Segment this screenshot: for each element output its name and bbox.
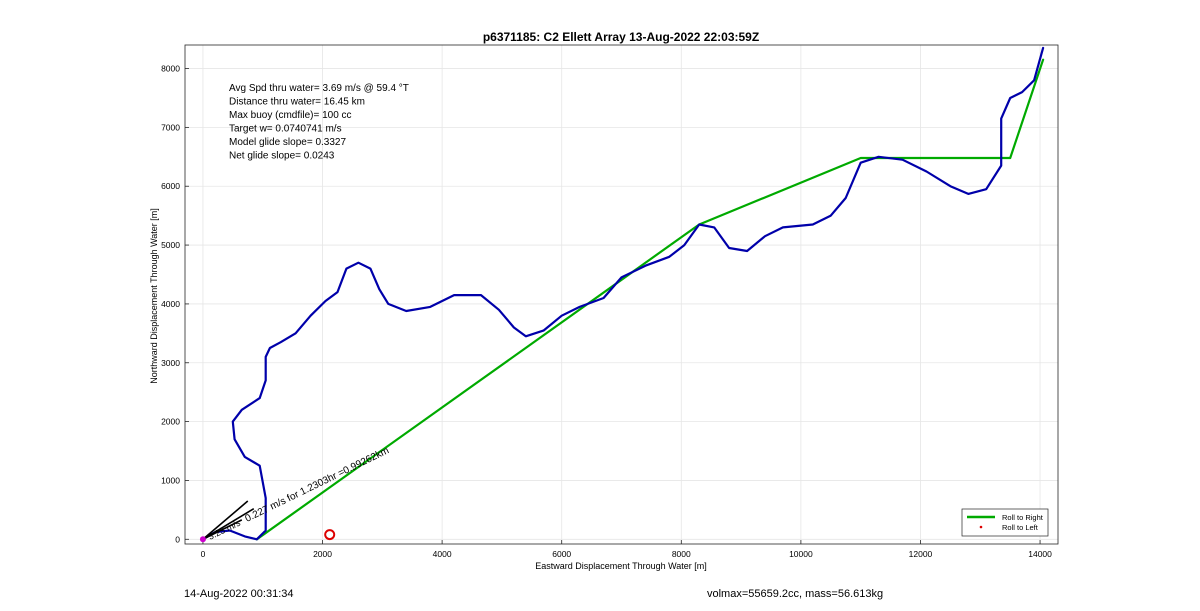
footer-timestamp: 14-Aug-2022 00:31:34 [184, 588, 294, 600]
x-tick-label: 12000 [909, 549, 933, 559]
legend: Roll to Right Roll to Left [961, 508, 1049, 537]
annotation-line: Avg Spd thru water= 3.69 m/s @ 59.4 °T [229, 83, 409, 94]
marker-end [324, 529, 336, 541]
series-line-green [255, 58, 1045, 541]
x-tick-label: 14000 [1028, 549, 1052, 559]
x-tick-label: 6000 [552, 549, 571, 559]
y-tick-label: 3000 [161, 358, 180, 368]
annotation-line: Net glide slope= 0.0243 [229, 151, 335, 162]
marker-start [199, 536, 206, 543]
y-tick-label: 1000 [161, 475, 180, 485]
y-tick-label: 5000 [161, 240, 180, 250]
series-group [201, 46, 1045, 541]
markers-group [199, 529, 336, 543]
x-axis-ticks: 0 2000 4000 6000 8000 10000 12000 14000 [201, 540, 1052, 559]
y-tick-label: 0 [175, 534, 180, 544]
annotation-line: Max buoy (cmdfile)= 100 cc [229, 110, 352, 121]
y-tick-label: 8000 [161, 64, 180, 74]
x-tick-label: 8000 [672, 549, 691, 559]
series-black-segment [202, 500, 249, 540]
annotation-line: Model glide slope= 0.3327 [229, 137, 346, 148]
y-axis-ticks: 0 1000 2000 3000 4000 5000 6000 7000 8000 [161, 64, 189, 544]
legend-label-roll-right: Roll to Right [1002, 513, 1044, 522]
y-tick-label: 6000 [161, 181, 180, 191]
annotations: Avg Spd thru water= 3.69 m/s @ 59.4 °T Di… [229, 83, 409, 162]
y-tick-label: 7000 [161, 122, 180, 132]
x-tick-label: 4000 [433, 549, 452, 559]
series-line-blue [201, 46, 1045, 541]
y-axis-label: Northward Displacement Through Water [m] [149, 208, 159, 384]
series-black-segment [202, 519, 243, 541]
chart-title: p6371185: C2 Ellett Array 13-Aug-2022 22… [483, 30, 759, 44]
plot-area-frame [184, 44, 1059, 545]
y-tick-label: 2000 [161, 417, 180, 427]
legend-label-roll-left: Roll to Left [1002, 523, 1039, 532]
rotated-annotation-distance: 0.227 m/s for 1.2303hr =0.99262km [243, 445, 390, 524]
x-tick-label: 10000 [789, 549, 813, 559]
footer-volmax-mass: volmax=55659.2cc, mass=56.613kg [707, 588, 884, 600]
x-tick-label: 2000 [313, 549, 332, 559]
annotation-line: Target w= 0.0740741 m/s [229, 124, 342, 135]
legend-box [961, 508, 1049, 537]
gridlines [185, 45, 1058, 544]
x-tick-label: 0 [201, 549, 206, 559]
x-axis-label: Eastward Displacement Through Water [m] [535, 561, 707, 571]
legend-swatch-roll-left [979, 525, 983, 529]
y-tick-label: 4000 [161, 299, 180, 309]
annotation-line: Distance thru water= 16.45 km [229, 97, 365, 108]
